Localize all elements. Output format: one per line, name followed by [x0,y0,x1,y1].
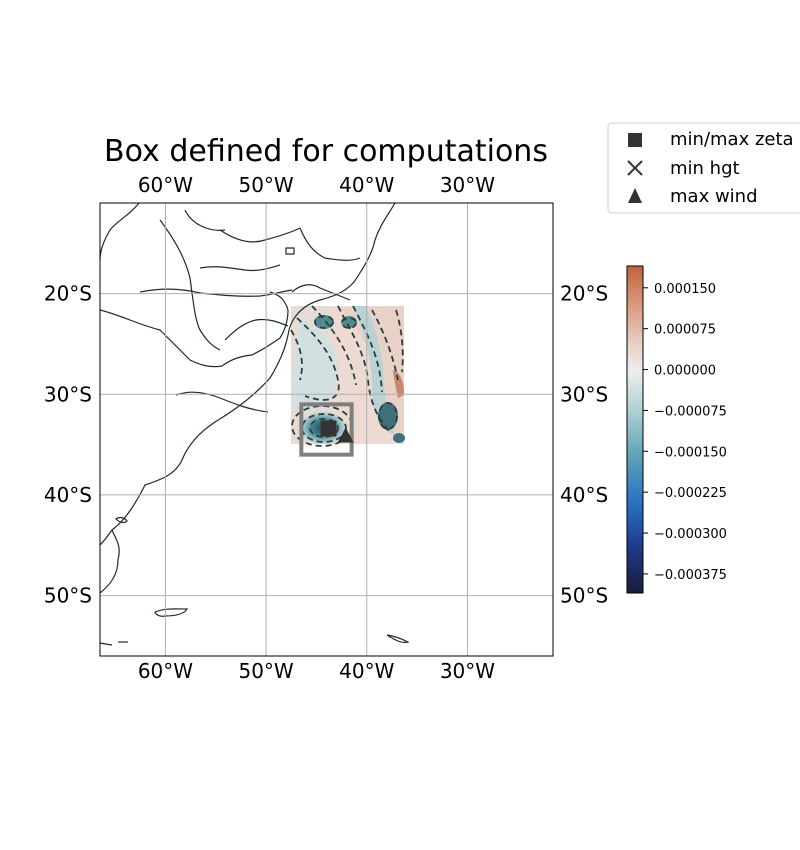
colorbar-gradient [626,265,644,594]
lon-tick-bottom-1: 50°W [238,659,293,683]
map-title: Box defined for computations [104,134,548,169]
map-panel[interactable]: 60°W 60°W 50°W 50°W 40°W 40°W 30°W 30°W 20°S 20°S… [44,173,608,683]
vorticity-field [291,306,405,445]
min-max-zeta-marker [320,420,337,437]
colorbar-tick-label-6: −0.000300 [654,527,727,542]
legend-label-hgt: min hgt [670,158,740,179]
legend-frame [607,122,800,214]
lat-tick-right-1: 30°S [560,382,608,406]
square-marker-icon [628,133,642,147]
gridlines [100,203,553,656]
map-frame [99,202,554,657]
lat-tick-right-2: 40°S [560,483,608,507]
lon-tick-top-3: 30°W [440,173,495,197]
colorbar-tick-label-5: −0.000225 [654,486,727,501]
lon-tick-bottom-0: 60°W [138,659,193,683]
lon-tick-top-2: 40°W [339,173,394,197]
lat-tick-left-3: 50°S [44,584,92,608]
legend: min/max zeta min hgt max wind [607,122,800,214]
triangle-marker-icon [628,188,642,203]
colorbar-tick-label-7: −0.000375 [654,568,727,583]
colorbar-tick-label-3: −0.000075 [654,404,727,419]
lat-tick-left-1: 30°S [44,382,92,406]
lat-tick-left-0: 20°S [44,282,92,306]
lon-tick-top-1: 50°W [238,173,293,197]
x-marker-icon [627,160,643,176]
computation-box [299,402,354,457]
colorbar-tick-label-0: 0.000150 [654,282,716,297]
colorbar-tick-label-2: 0.000000 [654,364,716,379]
lon-tick-top-0: 60°W [138,173,193,197]
colorbar: 0.000150 0.000075 0.000000 −0.000075 −0.0001… [626,265,727,594]
colorbar-tick-label-4: −0.000150 [654,445,727,460]
lat-tick-right-0: 20°S [560,282,608,306]
lon-tick-bottom-2: 40°W [339,659,394,683]
lon-tick-bottom-3: 30°W [440,659,495,683]
legend-label-wind: max wind [670,186,758,207]
tick-labels: 60°W 60°W 50°W 50°W 40°W 40°W 30°W 30°W 20°S 20°S… [44,173,608,683]
islands [100,516,410,646]
colorbar-tick-label-1: 0.000075 [654,323,716,338]
lat-tick-left-2: 40°S [44,483,92,507]
colorbar-ticks: 0.000150 0.000075 0.000000 −0.000075 −0.0001… [643,282,727,583]
max-wind-marker [337,427,354,443]
legend-label-zeta: min/max zeta [670,129,794,150]
lat-tick-right-3: 50°S [560,584,608,608]
